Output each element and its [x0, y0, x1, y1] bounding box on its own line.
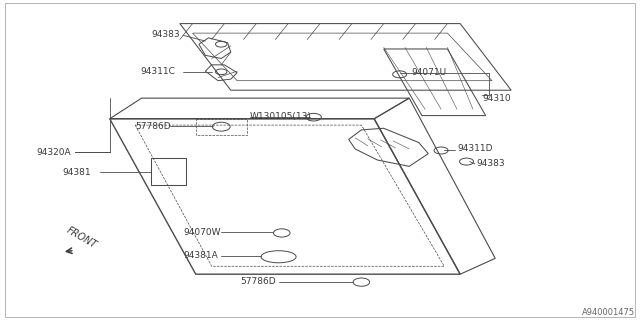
Text: A940001475: A940001475	[582, 308, 636, 317]
Text: 94310: 94310	[483, 94, 511, 103]
Text: 94311C: 94311C	[140, 67, 175, 76]
Text: 94383: 94383	[476, 159, 505, 168]
Text: 94383: 94383	[151, 30, 180, 39]
Text: FRONT: FRONT	[65, 225, 99, 251]
Text: 94381A: 94381A	[183, 251, 218, 260]
Text: 94381: 94381	[62, 168, 90, 177]
Text: 94311D: 94311D	[457, 144, 493, 153]
Text: 94071U: 94071U	[411, 68, 446, 77]
Text: 57786D: 57786D	[135, 122, 171, 131]
Text: 94070W: 94070W	[183, 228, 221, 237]
Text: 57786D: 57786D	[241, 277, 276, 286]
Text: 94320A: 94320A	[36, 148, 71, 156]
Text: W130105(13): W130105(13)	[250, 112, 312, 121]
